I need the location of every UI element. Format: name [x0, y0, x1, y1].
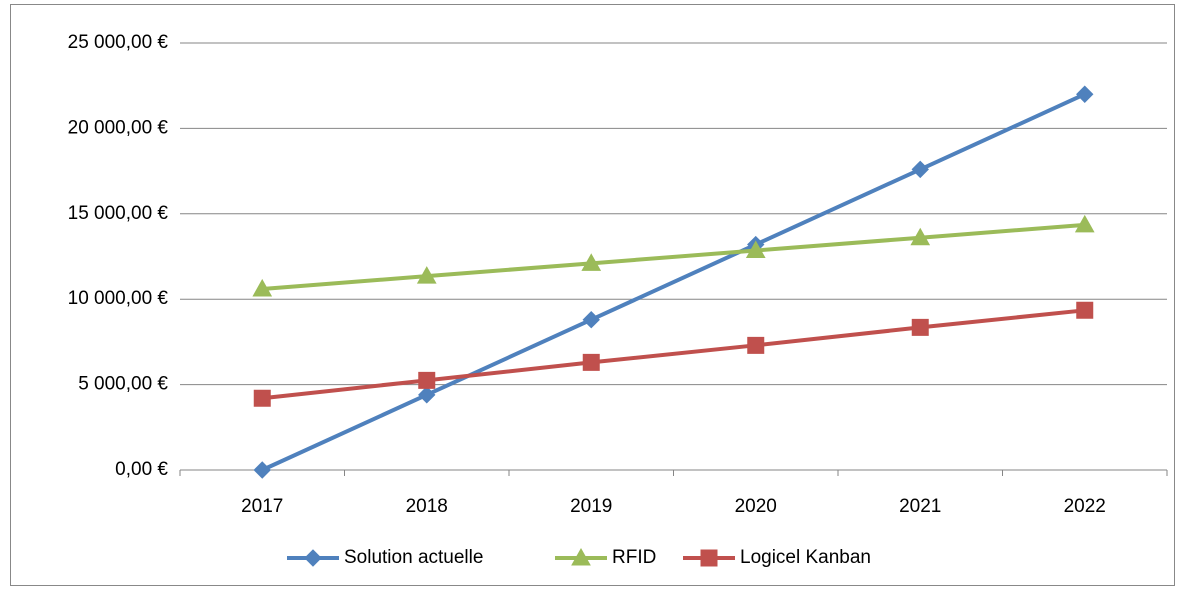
x-tick-label: 2019 [570, 496, 612, 517]
y-tick-label: 0,00 € [115, 459, 168, 480]
data-point [1074, 214, 1095, 233]
data-point [910, 227, 931, 246]
legend-marker [571, 547, 591, 566]
series-line [262, 222, 1085, 291]
data-point [582, 353, 600, 371]
legend-marker [700, 549, 718, 567]
x-tick-label: 2021 [899, 496, 941, 517]
data-point [747, 336, 765, 354]
data-point [581, 253, 602, 271]
x-tick-label: 2020 [735, 496, 777, 517]
data-point [582, 310, 600, 329]
chart-frame [10, 4, 1175, 586]
data-point [911, 318, 929, 336]
data-point [253, 389, 271, 407]
data-point [418, 371, 436, 389]
legend-label: RFID [612, 547, 656, 568]
data-point [416, 266, 437, 284]
data-point [418, 386, 436, 404]
y-tick-label: 15 000,00 € [68, 203, 169, 224]
legend-label: Solution actuelle [344, 547, 483, 568]
data-point [1076, 301, 1094, 319]
series-line [262, 308, 1085, 401]
x-tick-label: 2022 [1064, 496, 1106, 517]
data-point [252, 278, 273, 297]
y-tick-label: 5 000,00 € [78, 374, 168, 395]
legend-label: Logicel Kanban [740, 547, 871, 568]
data-point [911, 160, 929, 179]
y-tick-label: 20 000,00 € [68, 117, 169, 138]
x-tick-label: 2017 [241, 496, 283, 517]
data-point [253, 461, 271, 479]
x-tick-label: 2018 [406, 496, 448, 517]
data-point [745, 240, 766, 259]
data-point [1076, 85, 1094, 103]
series-line [261, 92, 1086, 472]
legend-marker [304, 549, 322, 567]
y-tick-label: 25 000,00 € [68, 32, 169, 53]
y-tick-label: 10 000,00 € [68, 288, 169, 309]
